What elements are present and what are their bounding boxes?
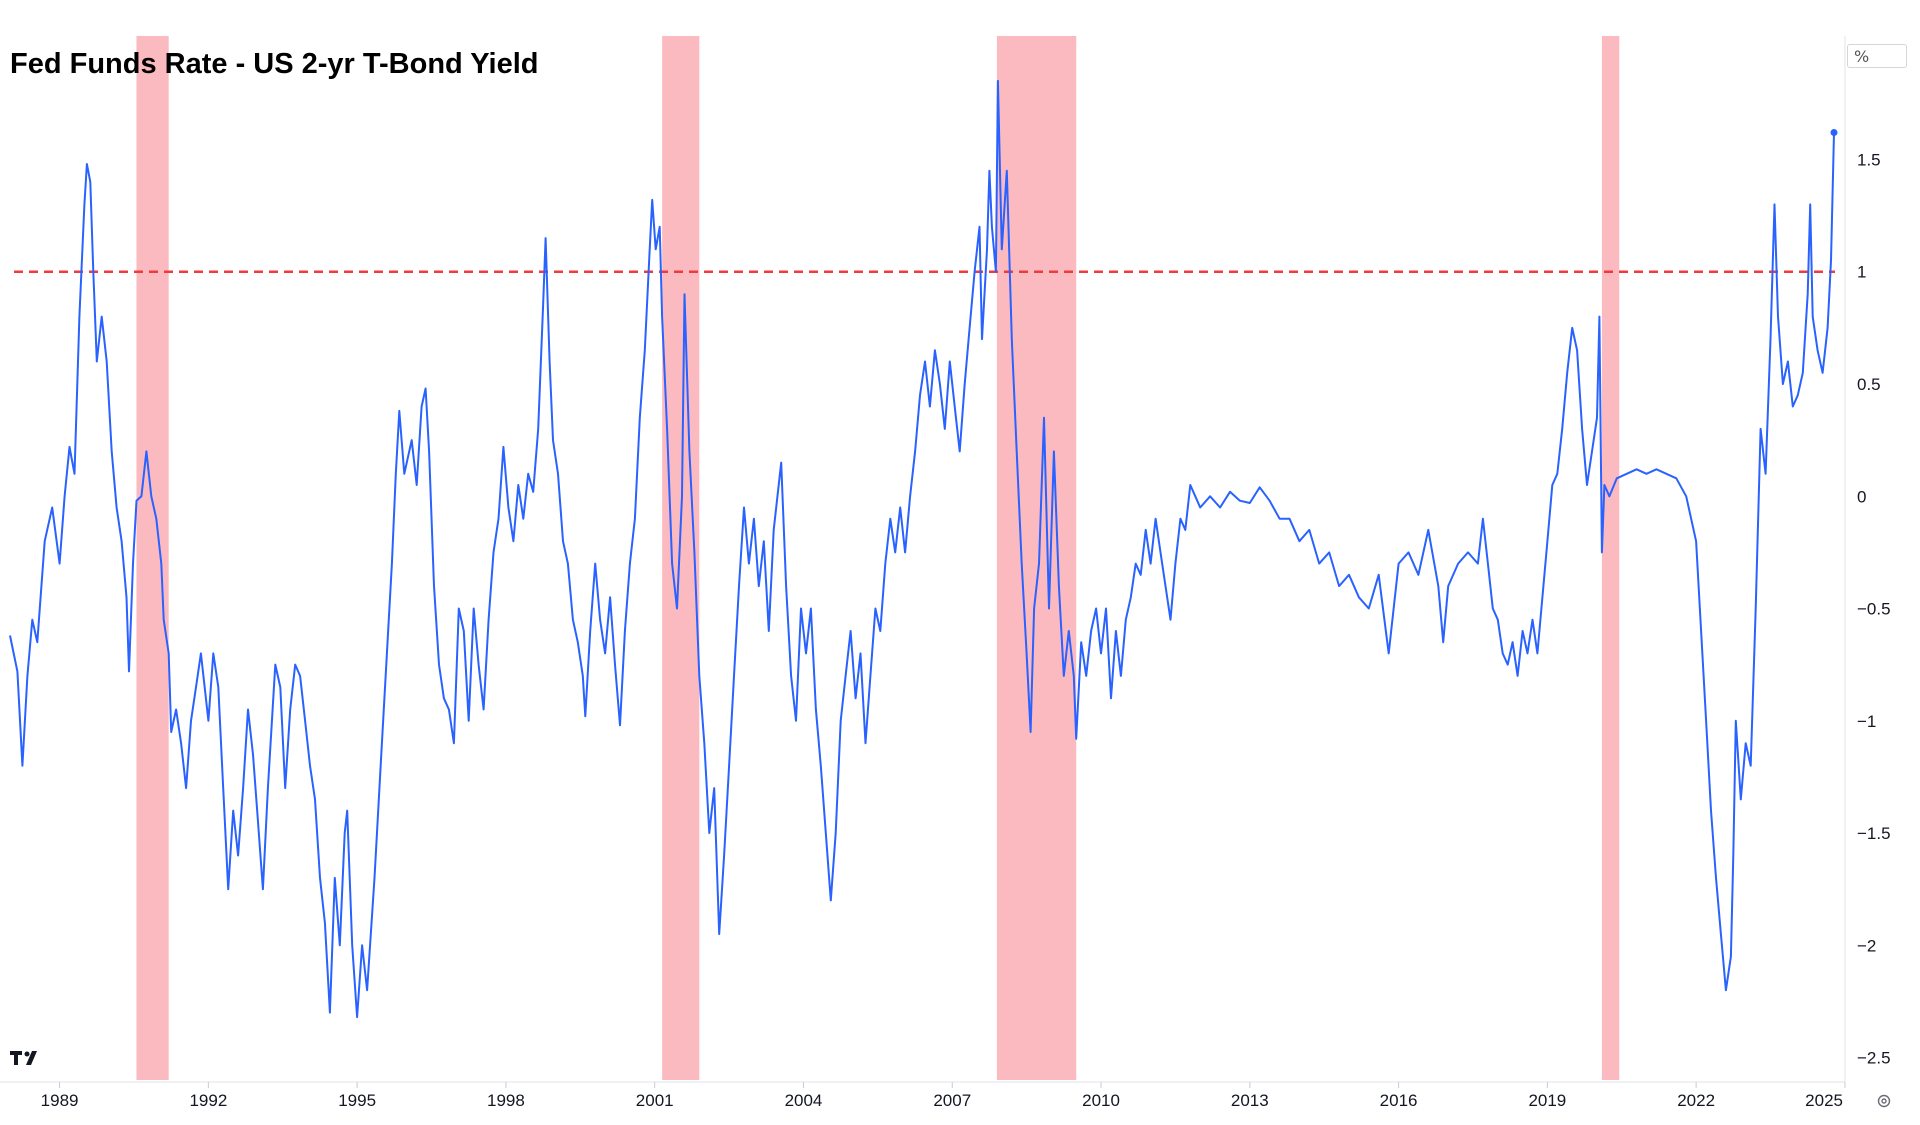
x-tick-label: 2025 [1805,1091,1843,1110]
x-tick-label: 2022 [1677,1091,1715,1110]
y-unit-badge[interactable]: % [1847,44,1907,68]
x-tick-label: 2007 [933,1091,971,1110]
x-tick-label: 2013 [1231,1091,1269,1110]
x-tick-label: 2010 [1082,1091,1120,1110]
y-tick-label: −1 [1857,712,1876,731]
tradingview-logo-icon[interactable] [10,1048,44,1068]
series-last-point [1830,129,1838,137]
x-tick-label: 2001 [636,1091,674,1110]
y-tick-label: 1.5 [1857,150,1881,169]
settings-gear-icon[interactable] [1875,1092,1893,1110]
x-tick-label: 1998 [487,1091,525,1110]
x-tick-label: 1995 [338,1091,376,1110]
chart-title: Fed Funds Rate - US 2-yr T-Bond Yield [10,48,539,80]
y-tick-label: 1 [1857,263,1866,282]
y-tick-label: −2 [1857,936,1876,955]
y-tick-label: −0.5 [1857,600,1891,619]
recession-bands [136,36,1620,1080]
recession-band-2 [662,36,700,1080]
y-tick-label: −1.5 [1857,824,1891,843]
x-axis-ticks: 1989 1992 1995 1998 2001 2004 2007 2010 2013 2016… [41,1082,1846,1110]
x-tick-label: 2004 [785,1091,823,1110]
recession-band-4 [1601,36,1620,1080]
recession-band-3 [996,36,1077,1080]
x-tick-label: 1992 [189,1091,227,1110]
x-tick-label: 1989 [41,1091,79,1110]
x-tick-label: 2019 [1528,1091,1566,1110]
series-line-1 [9,79,1835,1019]
series-layer [9,79,1838,1019]
y-tick-label: −2.5 [1857,1049,1891,1068]
y-axis-ticks: 1.5 1 0.5 0 −0.5 −1 −1.5 −2 −2.5 [1857,150,1891,1067]
x-tick-label: 2016 [1380,1091,1418,1110]
recession-band-1 [136,36,169,1080]
y-tick-label: 0 [1857,487,1866,506]
y-tick-label: 0.5 [1857,375,1881,394]
